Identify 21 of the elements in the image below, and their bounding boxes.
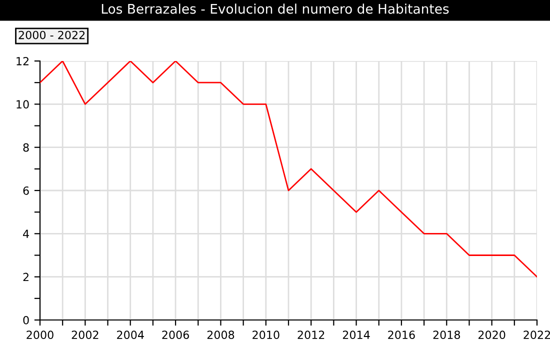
x-tick-label: 2022	[524, 330, 550, 340]
y-tick-label: 12	[16, 56, 28, 66]
x-tick-label: 2016	[388, 330, 415, 340]
y-tick-label: 2	[23, 272, 28, 282]
text: 2000 - 2022	[18, 30, 85, 40]
x-tick-label: 2006	[162, 330, 189, 340]
x-tick-label: 2004	[117, 330, 144, 340]
x-tick-label: 2012	[298, 330, 324, 340]
x-tick-label: 2008	[207, 330, 234, 340]
chart-title: Los Berrazales - Evolucion del numero de Habitantes	[102, 4, 449, 14]
x-tick-label: 2010	[252, 330, 280, 340]
y-tick-label: 6	[23, 186, 29, 195]
x-tick-label: 2002	[72, 330, 98, 340]
y-tick-label: 0	[23, 316, 29, 324]
x-tick-label: 2020	[478, 330, 506, 340]
x-tick-label: 2014	[342, 330, 370, 340]
y-tick-label: 10	[16, 100, 29, 109]
y-tick-label: 4	[23, 230, 29, 238]
x-tick-label: 2000	[26, 330, 54, 340]
y-tick-label: 8	[23, 143, 29, 152]
x-tick-label: 2018	[433, 330, 460, 340]
